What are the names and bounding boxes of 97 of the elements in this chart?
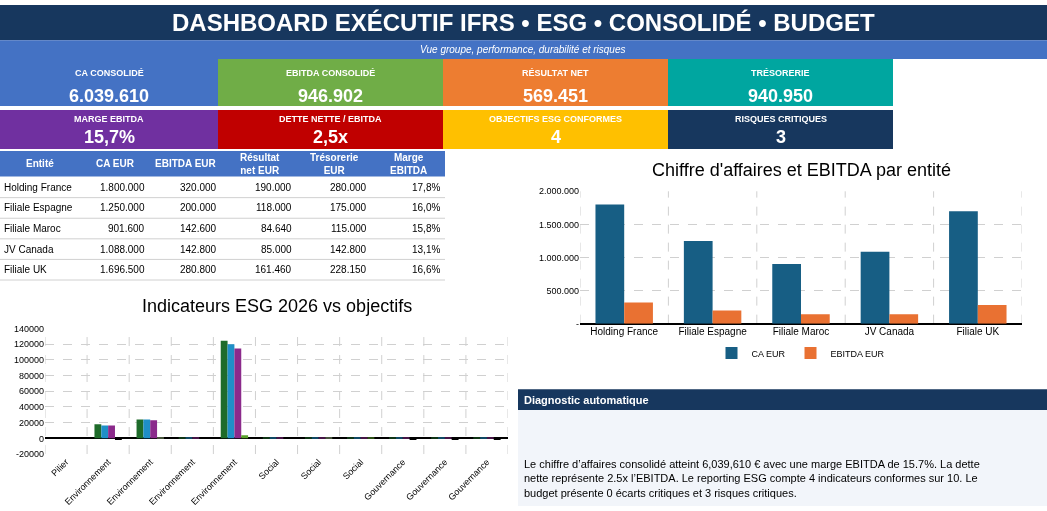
y-tick-label: 20000 xyxy=(18,417,44,428)
text: 228.150 xyxy=(330,264,367,275)
bar xyxy=(143,419,151,439)
text: 280.800 xyxy=(180,264,217,275)
text: 175.000 xyxy=(330,202,367,213)
bar xyxy=(150,420,158,439)
text: TRÉSORERIE xyxy=(751,68,810,78)
text: DETTE NETTE / EBITDA xyxy=(279,114,382,124)
bar xyxy=(241,435,249,439)
text: CA CONSOLIDÉ xyxy=(75,68,144,78)
category-label: Trésorerie EUR xyxy=(310,152,359,176)
category-label: CA EUR xyxy=(96,158,135,169)
text: Filiale Maroc xyxy=(4,223,61,234)
chart-title: Indicateurs ESG 2026 vs objectifs xyxy=(142,296,413,316)
bar xyxy=(977,305,1007,324)
category-label: Entité xyxy=(26,158,55,169)
text: Filiale UK xyxy=(4,264,48,275)
text: 13,1% xyxy=(412,244,441,255)
y-tick-label: 140000 xyxy=(13,323,44,334)
bar xyxy=(101,425,109,439)
y-tick-label: 40000 xyxy=(18,402,44,413)
category-label: EBITDA EUR xyxy=(155,158,217,169)
x-tick-label: JV Canada xyxy=(864,325,915,337)
text: 3 xyxy=(776,127,787,147)
category-label: Marge EBITDA xyxy=(390,152,428,176)
text: 142.800 xyxy=(330,244,367,255)
bar xyxy=(801,314,830,324)
bar xyxy=(683,240,713,324)
y-tick-label: -20000 xyxy=(15,449,44,460)
text: Le chiffre d’affaires consolidé atteint 6,039,610 € avec une marge EBITDA de 15.7%. La dette nette représente 2.5x l’EBITDA. Le reporting ESG compte 4 indicateurs conformes sur 10. Le budget présente 0 écarts critiques et 3 risques critiques. xyxy=(524,458,980,499)
text: 1.800.000 xyxy=(100,182,145,193)
y-tick-label: 500.000 xyxy=(546,285,579,296)
text: 16,6% xyxy=(412,264,441,275)
bar xyxy=(234,348,242,439)
text: 161.460 xyxy=(255,264,292,275)
text: 280.000 xyxy=(330,182,367,193)
bar xyxy=(595,204,625,324)
x-tick-label: Holding France xyxy=(590,325,659,337)
text: JV Canada xyxy=(4,244,54,255)
text: OBJECTIFS ESG CONFORMES xyxy=(489,114,623,124)
text: MARGE EBITDA xyxy=(74,114,144,124)
text: Filiale Espagne xyxy=(4,202,73,213)
bar xyxy=(949,211,978,324)
legend-label: EBITDA EUR xyxy=(830,348,885,359)
bar xyxy=(860,251,890,324)
legend-label: CA EUR xyxy=(751,348,786,359)
text: 84.640 xyxy=(261,223,293,234)
y-tick-label: 2.000.000 xyxy=(538,186,579,197)
text: EBITDA CONSOLIDÉ xyxy=(286,68,376,78)
y-tick-label: 1.000.000 xyxy=(538,252,579,263)
x-tick-label: Filiale Espagne xyxy=(678,325,748,337)
text: 16,0% xyxy=(412,202,441,213)
text: 85.000 xyxy=(261,244,293,255)
text: 15,7% xyxy=(84,127,136,147)
y-tick-label: 60000 xyxy=(18,386,44,397)
y-tick-label: 1.500.000 xyxy=(538,219,579,230)
chart-title: Chiffre d'affaires et EBITDA par entité xyxy=(652,160,951,180)
y-tick-label: 80000 xyxy=(18,370,44,381)
text: 1.088.000 xyxy=(100,244,145,255)
text: 200.000 xyxy=(180,202,217,213)
x-tick-label: Filiale Maroc xyxy=(772,325,830,337)
text: 6.039.610 xyxy=(69,86,150,106)
text: RISQUES CRITIQUES xyxy=(735,114,828,124)
text: Vue groupe, performance, durabilité et risques xyxy=(420,44,626,55)
bar xyxy=(108,425,115,439)
bar xyxy=(220,340,228,439)
text: 1.696.500 xyxy=(100,264,145,275)
text: Holding France xyxy=(4,182,73,193)
category-label: Résultat net EUR xyxy=(240,152,281,176)
text: 4 xyxy=(551,127,562,147)
text: DASHBOARD EXÉCUTIF IFRS • ESG • CONSOLIDÉ • BUDGET xyxy=(172,9,875,36)
text: RÉSULTAT NET xyxy=(522,68,589,78)
text: 946.902 xyxy=(298,86,364,106)
text: 115.000 xyxy=(331,223,367,234)
text: 142.600 xyxy=(180,223,217,234)
bar xyxy=(94,424,102,439)
text: 142.800 xyxy=(180,244,217,255)
bar xyxy=(772,263,801,324)
y-tick-label: 0 xyxy=(38,433,44,444)
text: 15,8% xyxy=(412,223,441,234)
text: Diagnostic automatique xyxy=(524,394,649,406)
bar xyxy=(624,302,653,324)
text: 118.000 xyxy=(256,202,292,213)
text: 190.000 xyxy=(255,182,292,193)
text: 569.451 xyxy=(523,86,589,106)
x-tick-label: Filiale UK xyxy=(956,325,1000,337)
text: 901.600 xyxy=(108,223,145,234)
text: 2,5x xyxy=(313,127,349,147)
text: 320.000 xyxy=(180,182,217,193)
bar xyxy=(712,310,742,324)
y-tick-label: - xyxy=(576,318,579,329)
text: 940.950 xyxy=(748,86,814,106)
text: 1.250.000 xyxy=(100,202,145,213)
y-tick-label: 120000 xyxy=(13,339,44,350)
y-tick-label: 100000 xyxy=(13,355,44,366)
bar xyxy=(889,314,919,324)
text: 17,8% xyxy=(412,182,441,193)
